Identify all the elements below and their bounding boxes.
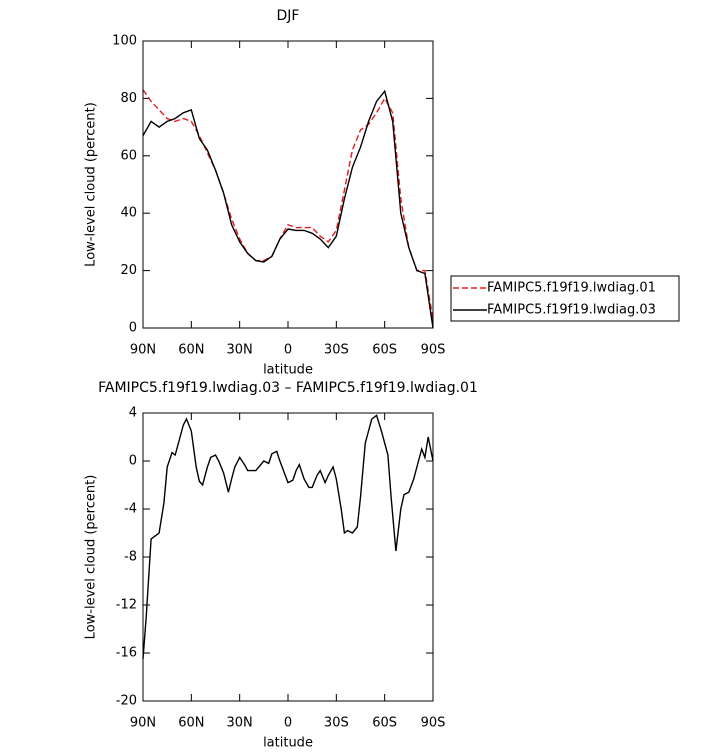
x-tick-label: 90S [421,716,446,731]
legend-label: FAMIPC5.f19f19.lwdiag.03 [487,303,656,318]
y-tick-label: 100 [112,34,137,49]
x-tick-label: 30N [227,716,253,731]
x-tick-label: 30S [324,343,349,358]
y-tick-label: -8 [124,550,137,565]
x-tick-label: 60S [372,716,397,731]
plot-frame [142,412,434,702]
x-tick-label: 60S [372,343,397,358]
x-tick-label: 90N [130,343,156,358]
legend-box [450,275,680,322]
x-tick-label: 60N [178,716,204,731]
chart-title: DJF [277,8,300,24]
legend-label: FAMIPC5.f19f19.lwdiag.01 [487,281,656,296]
y-tick-label: -4 [124,502,137,517]
y-tick-label: -12 [116,598,137,613]
data-line [142,89,434,329]
x-axis-label: latitude [263,736,313,751]
y-tick-label: -16 [116,646,137,661]
data-line [142,89,434,320]
y-tick-label: 4 [129,406,137,421]
y-tick-label: 80 [120,91,137,106]
y-tick-label: 0 [129,454,137,469]
x-tick-label: 0 [284,716,292,731]
y-tick-label: 0 [129,321,137,336]
x-tick-label: 30N [227,343,253,358]
plot-frame [142,40,434,329]
y-tick-label: -20 [116,694,137,709]
chart-title: FAMIPC5.f19f19.lwdiag.03 – FAMIPC5.f19f1… [98,380,478,396]
y-tick-label: 20 [120,263,137,278]
y-tick-label: 60 [120,148,137,163]
y-tick-label: 40 [120,206,137,221]
x-axis-label: latitude [263,363,313,378]
x-tick-label: 90N [130,716,156,731]
x-tick-label: 60N [178,343,204,358]
x-tick-label: 90S [421,343,446,358]
y-axis-label: Low-level cloud (percent) [84,102,99,267]
data-line [142,414,434,660]
x-tick-label: 0 [284,343,292,358]
y-axis-label: Low-level cloud (percent) [84,475,99,640]
x-tick-label: 30S [324,716,349,731]
